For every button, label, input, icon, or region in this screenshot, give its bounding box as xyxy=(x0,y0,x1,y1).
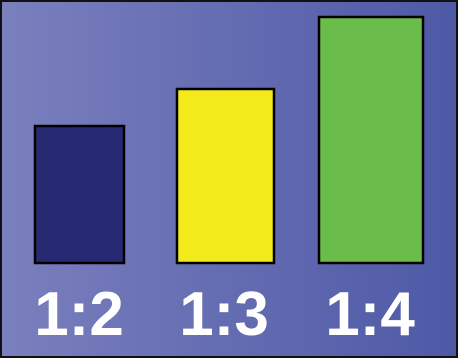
bar-label-1-3: 1:3 xyxy=(179,280,269,349)
bar-group-1: 1:2 xyxy=(33,124,126,349)
bar-ratio-1-3 xyxy=(175,87,276,265)
bar-label-1-4: 1:4 xyxy=(325,280,415,349)
bar-ratio-1-2 xyxy=(33,124,126,265)
bar-label-1-2: 1:2 xyxy=(34,280,124,349)
bar-ratio-1-4 xyxy=(317,15,425,265)
bar-group-3: 1:4 xyxy=(317,15,425,349)
bar-group-2: 1:3 xyxy=(175,87,276,349)
